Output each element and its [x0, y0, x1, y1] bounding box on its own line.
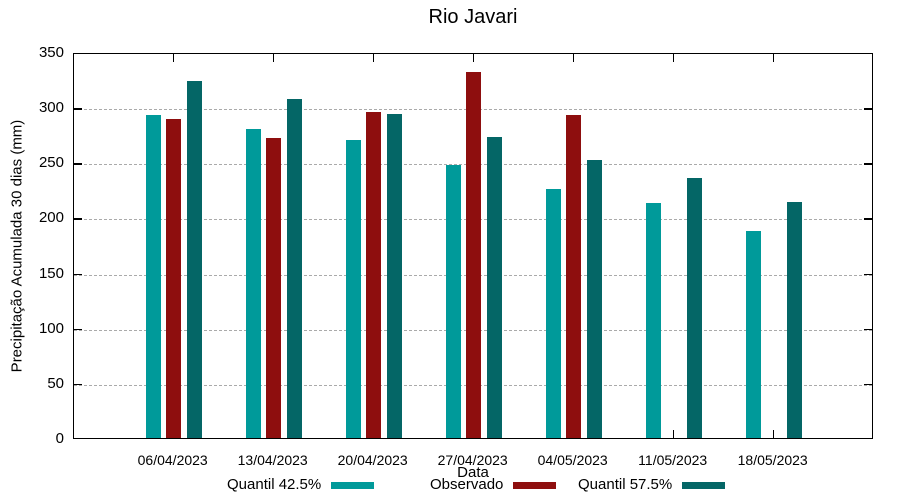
- y-tick-mark-left: [74, 383, 82, 386]
- y-tick-mark-right: [864, 383, 872, 386]
- x-tick-label-1: 13/04/2023: [237, 452, 308, 468]
- bar-observado-4: [566, 114, 582, 438]
- x-tick-mark-bottom: [772, 430, 775, 438]
- x-tick-label-3: 27/04/2023: [437, 452, 508, 468]
- y-tick-label-200: 200: [38, 209, 64, 227]
- bar-quantil-42-5--3: [445, 164, 461, 438]
- bar-observado-2: [366, 111, 382, 438]
- legend-label-observado: Observado: [430, 476, 504, 493]
- y-tick-label-250: 250: [38, 154, 64, 172]
- y-tick-mark-left: [74, 218, 82, 220]
- y-tick-mark-left: [74, 163, 82, 165]
- bar-quantil-57-5--4: [586, 160, 602, 438]
- legend-swatch-quantil-425: [331, 481, 375, 489]
- legend-item-quantil-575: Quantil 57.5%: [578, 476, 726, 493]
- bar-quantil-57-5--3: [486, 136, 502, 438]
- plot-area: [73, 53, 873, 439]
- legend-item-observado: Observado: [430, 476, 557, 493]
- bar-observado-0: [166, 119, 182, 438]
- x-tick-mark-bottom: [672, 430, 675, 438]
- y-tick-label-50: 50: [47, 374, 64, 392]
- y-tick-label-0: 0: [55, 430, 64, 447]
- x-tick-mark-top: [672, 54, 675, 62]
- x-tick-mark-top: [272, 54, 275, 62]
- bar-quantil-42-5--5: [645, 203, 661, 438]
- chart-title: Rio Javari: [428, 6, 518, 28]
- bar-quantil-57-5--1: [286, 99, 302, 438]
- bar-observado-3: [466, 71, 482, 438]
- x-tick-mark-top: [472, 54, 475, 62]
- y-tick-mark-right: [864, 273, 872, 276]
- x-tick-label-6: 18/05/2023: [737, 452, 808, 468]
- bar-quantil-57-5--2: [386, 113, 402, 438]
- bar-quantil-42-5--1: [245, 129, 261, 438]
- bar-quantil-42-5--2: [345, 140, 361, 438]
- x-tick-mark-top: [772, 54, 775, 62]
- bar-quantil-42-5--6: [745, 230, 761, 438]
- y-tick-mark-right: [864, 218, 872, 220]
- bar-quantil-57-5--0: [186, 80, 202, 438]
- y-tick-mark-left: [74, 328, 82, 331]
- bar-quantil-57-5--6: [786, 202, 802, 438]
- y-tick-mark-left: [74, 273, 82, 276]
- x-tick-label-5: 11/05/2023: [638, 452, 708, 468]
- bar-quantil-57-5--5: [686, 177, 702, 438]
- legend-label-quantil-425: Quantil 42.5%: [227, 476, 322, 493]
- legend-swatch-observado: [513, 481, 557, 489]
- x-tick-label-4: 04/05/2023: [537, 452, 608, 468]
- x-tick-label-0: 06/04/2023: [137, 452, 208, 468]
- legend-label-quantil-575: Quantil 57.5%: [578, 476, 673, 493]
- x-tick-label-2: 20/04/2023: [337, 452, 408, 468]
- y-tick-label-150: 150: [38, 264, 64, 282]
- y-tick-mark-right: [864, 163, 872, 165]
- x-tick-mark-top: [572, 54, 575, 62]
- bar-quantil-42-5--0: [145, 114, 161, 438]
- x-tick-mark-top: [172, 54, 175, 62]
- legend-item-quantil-425: Quantil 42.5%: [227, 476, 375, 493]
- y-tick-mark-right: [864, 328, 872, 331]
- y-tick-label-300: 300: [38, 99, 64, 117]
- legend-swatch-quantil-575: [682, 481, 726, 489]
- x-axis-label: Data: [457, 464, 489, 481]
- bar-observado-1: [266, 138, 282, 438]
- y-tick-label-100: 100: [38, 319, 64, 337]
- y-tick-mark-right: [864, 108, 872, 110]
- y-tick-label-350: 350: [38, 44, 64, 61]
- bar-quantil-42-5--4: [545, 188, 561, 438]
- y-tick-mark-left: [74, 108, 82, 110]
- x-tick-mark-top: [372, 54, 375, 62]
